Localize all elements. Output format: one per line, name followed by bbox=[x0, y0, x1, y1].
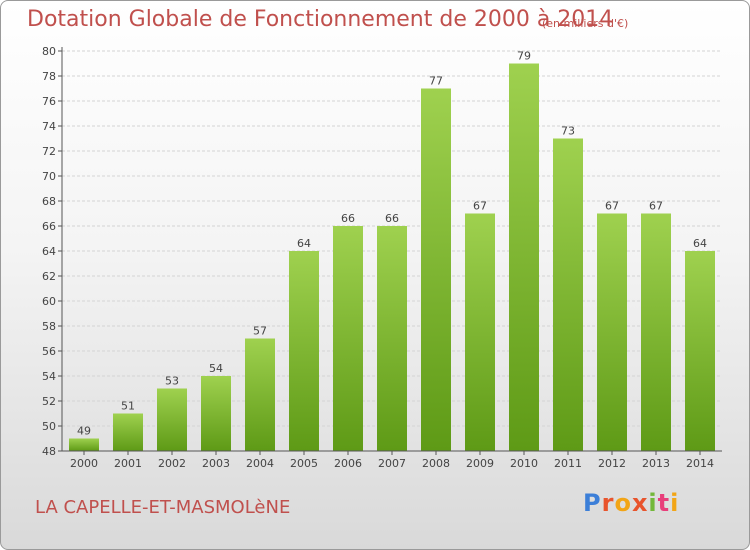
x-tick-label-2001: 2001 bbox=[114, 457, 142, 470]
value-label-2007: 66 bbox=[385, 212, 399, 225]
y-tick-label: 64 bbox=[42, 245, 56, 258]
value-label-2009: 67 bbox=[473, 200, 487, 213]
bar-2012 bbox=[597, 213, 627, 451]
value-label-2013: 67 bbox=[649, 200, 663, 213]
y-tick-label: 50 bbox=[42, 420, 56, 433]
x-tick-label-2007: 2007 bbox=[378, 457, 406, 470]
x-tick-label-2012: 2012 bbox=[598, 457, 626, 470]
y-tick-label: 56 bbox=[42, 345, 56, 358]
x-tick-label-2002: 2002 bbox=[158, 457, 186, 470]
y-tick-label: 74 bbox=[42, 120, 56, 133]
x-tick-label-2004: 2004 bbox=[246, 457, 274, 470]
value-label-2005: 64 bbox=[297, 237, 311, 250]
bar-2008 bbox=[421, 88, 451, 451]
bar-2000 bbox=[69, 438, 99, 451]
y-tick-label: 48 bbox=[42, 445, 56, 458]
bars bbox=[69, 63, 715, 451]
bar-2007 bbox=[377, 226, 407, 451]
y-tick-label: 68 bbox=[42, 195, 56, 208]
y-tick-label: 80 bbox=[42, 45, 56, 58]
y-tick-label: 78 bbox=[42, 70, 56, 83]
x-tick-label-2011: 2011 bbox=[554, 457, 582, 470]
bar-2005 bbox=[289, 251, 319, 451]
bar-2013 bbox=[641, 213, 671, 451]
y-tick-label: 76 bbox=[42, 95, 56, 108]
bar-2001 bbox=[113, 413, 143, 451]
proxiti-logo: Proxiti bbox=[583, 489, 680, 517]
value-label-2003: 54 bbox=[209, 362, 223, 375]
value-label-2010: 79 bbox=[517, 50, 531, 63]
y-tick-label: 54 bbox=[42, 370, 56, 383]
value-label-2008: 77 bbox=[429, 75, 443, 88]
value-label-2006: 66 bbox=[341, 212, 355, 225]
x-tick-label-2005: 2005 bbox=[290, 457, 318, 470]
x-tick-label-2006: 2006 bbox=[334, 457, 362, 470]
x-tick-label-2003: 2003 bbox=[202, 457, 230, 470]
bar-2004 bbox=[245, 338, 275, 451]
y-tick-label: 58 bbox=[42, 320, 56, 333]
x-tick-label-2008: 2008 bbox=[422, 457, 450, 470]
y-tick-label: 52 bbox=[42, 395, 56, 408]
value-label-2001: 51 bbox=[121, 400, 135, 413]
x-tick-label-2000: 2000 bbox=[70, 457, 98, 470]
bar-2011 bbox=[553, 138, 583, 451]
y-tick-label: 72 bbox=[42, 145, 56, 158]
bar-2009 bbox=[465, 213, 495, 451]
y-tick-label: 70 bbox=[42, 170, 56, 183]
bar-2003 bbox=[201, 376, 231, 451]
labels: 2000 49 2001 51 2002 53 2003 54 2004 57 2005 64 2006… bbox=[70, 50, 714, 471]
x-tick-label-2014: 2014 bbox=[686, 457, 714, 470]
value-label-2004: 57 bbox=[253, 325, 267, 338]
chart-unit: (en milliers d'€) bbox=[542, 17, 629, 30]
bar-2006 bbox=[333, 226, 363, 451]
value-label-2002: 53 bbox=[165, 375, 179, 388]
value-label-2011: 73 bbox=[561, 125, 575, 138]
x-tick-label-2013: 2013 bbox=[642, 457, 670, 470]
axes: 48 50 52 54 56 58 60 62 64 66 68 70 72 74 76 78 80 bbox=[42, 45, 722, 458]
y-tick-label: 62 bbox=[42, 270, 56, 283]
chart-title: Dotation Globale de Fonctionnement de 20… bbox=[27, 7, 614, 32]
x-tick-label-2010: 2010 bbox=[510, 457, 538, 470]
bar-2010 bbox=[509, 63, 539, 451]
bar-2002 bbox=[157, 388, 187, 451]
y-tick-label: 60 bbox=[42, 295, 56, 308]
value-label-2014: 64 bbox=[693, 237, 707, 250]
value-label-2012: 67 bbox=[605, 200, 619, 213]
commune-name: LA CAPELLE-ET-MASMOLèNE bbox=[35, 497, 291, 518]
y-tick-label: 66 bbox=[42, 220, 56, 233]
x-tick-label-2009: 2009 bbox=[466, 457, 494, 470]
bar-2014 bbox=[685, 251, 715, 451]
value-label-2000: 49 bbox=[77, 425, 91, 438]
